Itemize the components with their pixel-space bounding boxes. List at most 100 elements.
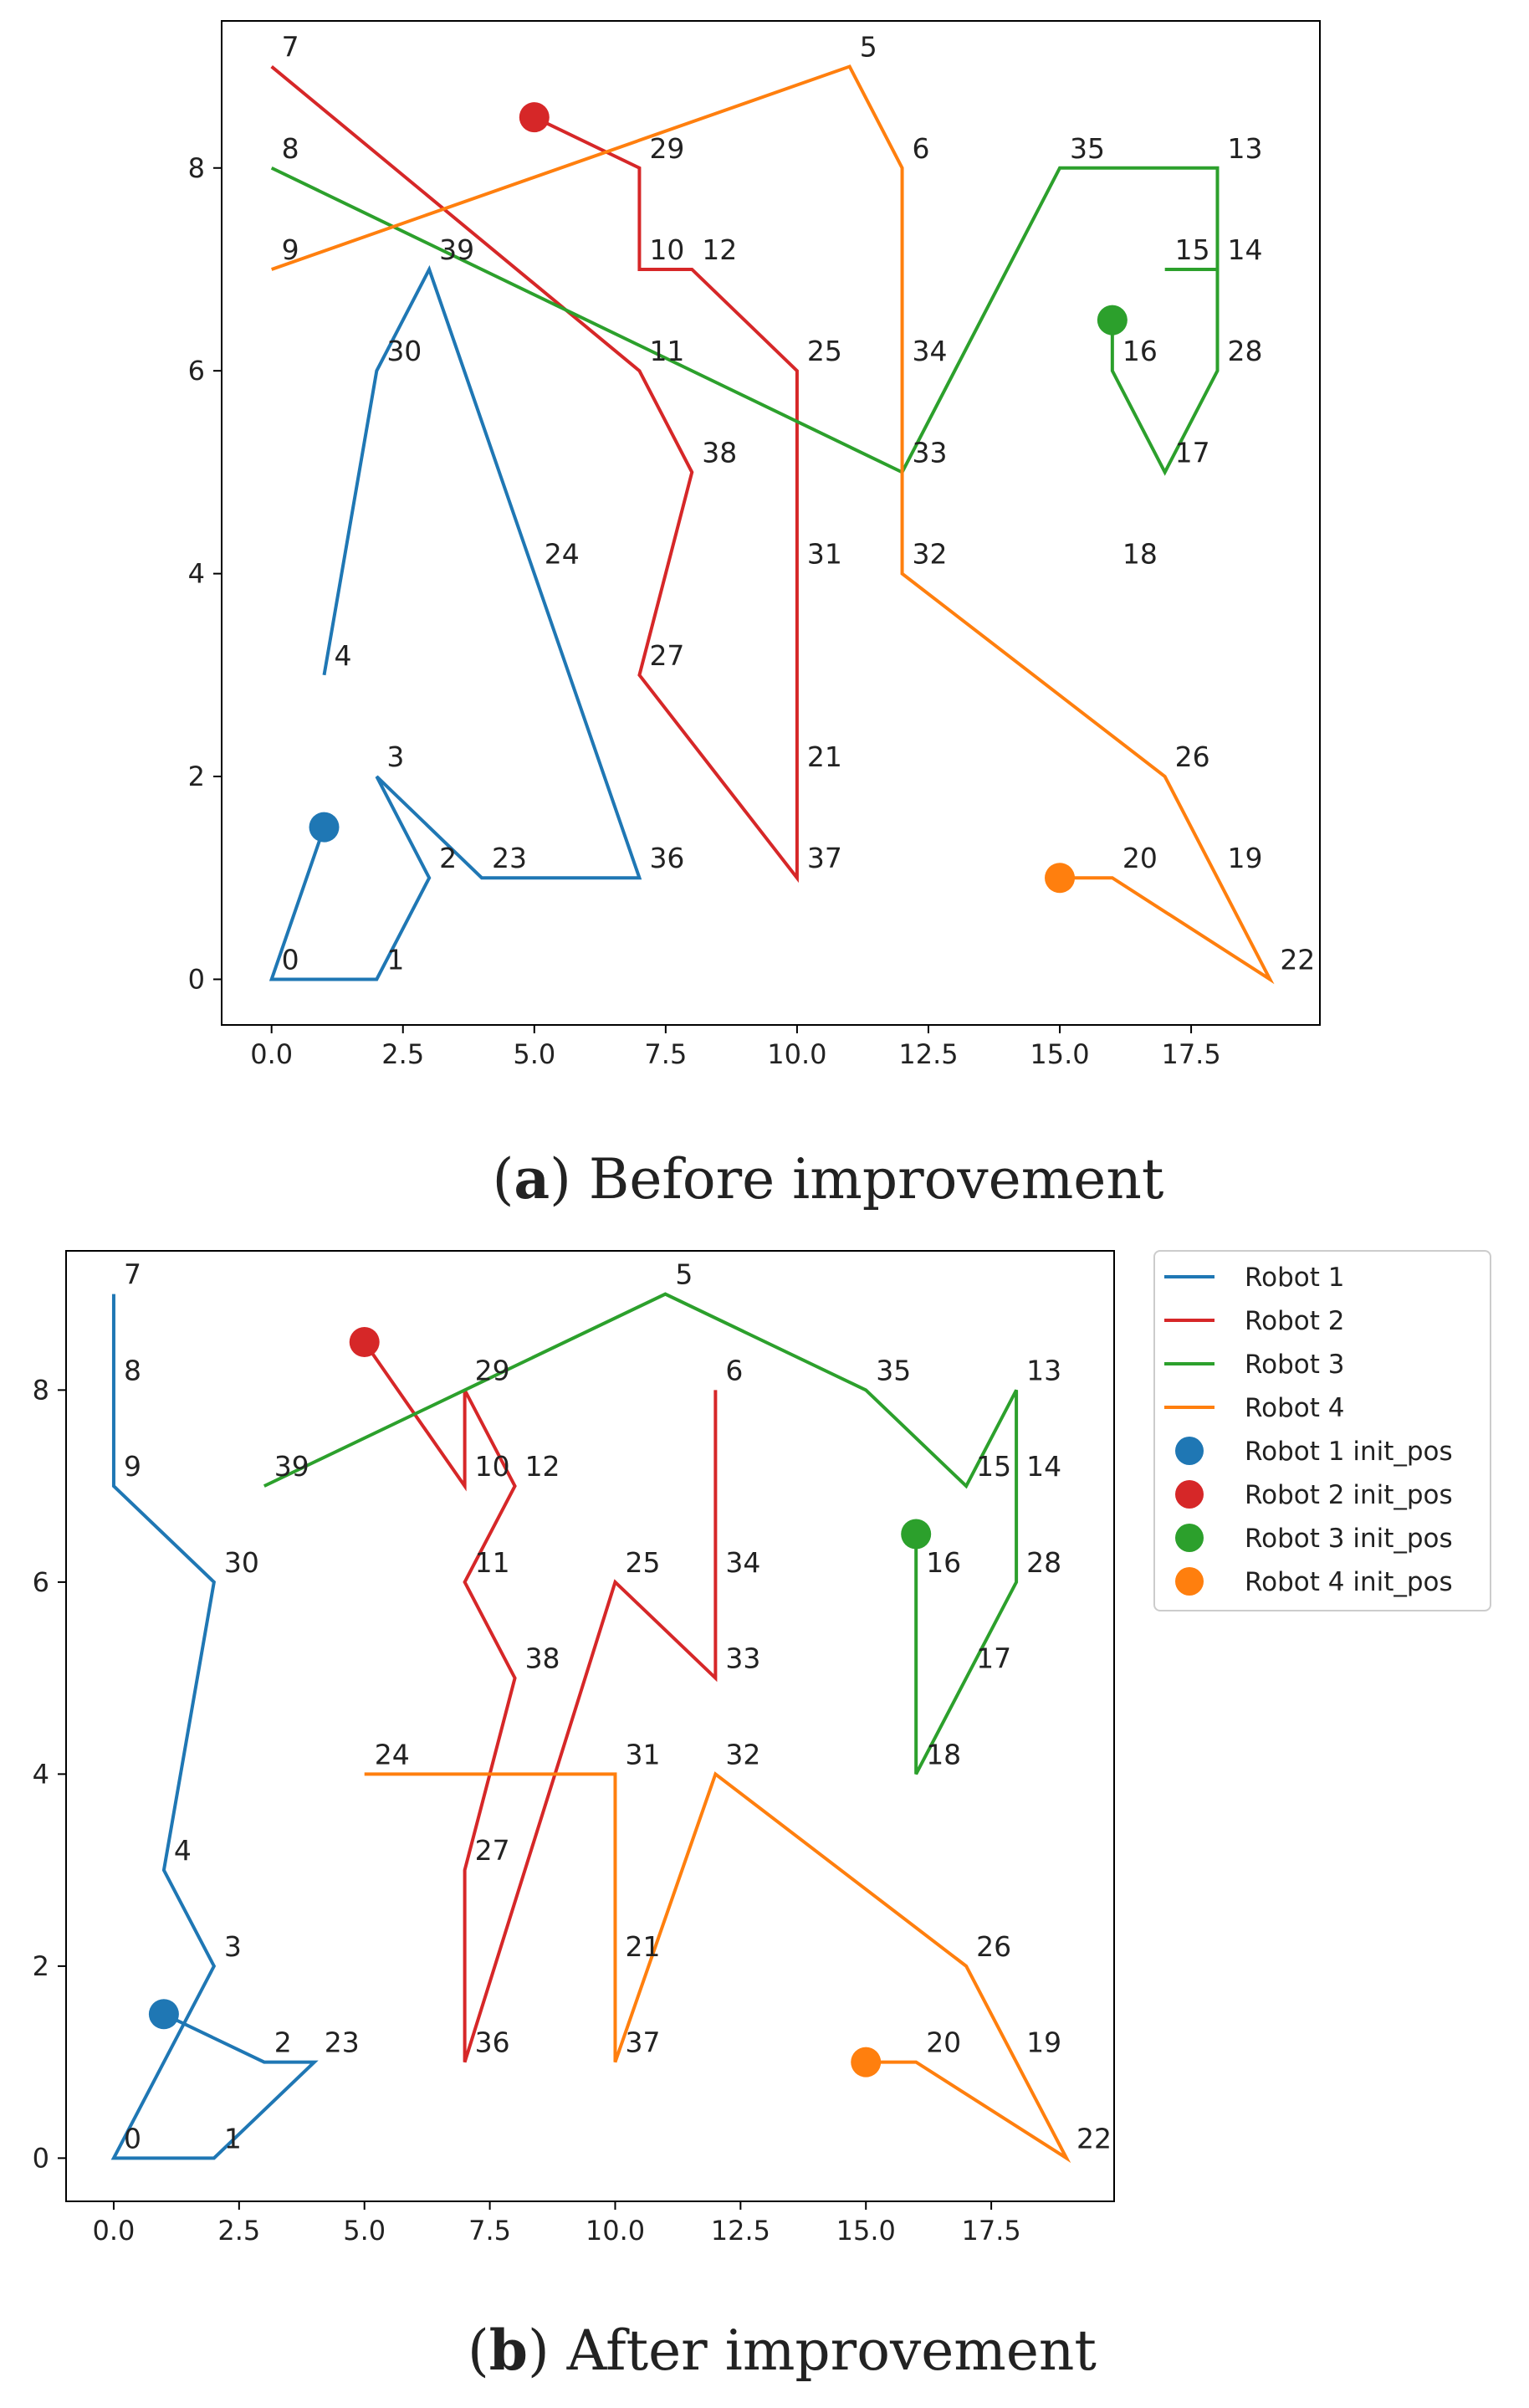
init-pos-marker-robot-3-b: [901, 1519, 932, 1550]
x-tick-label-a: 7.5: [644, 1038, 687, 1070]
x-tick-label-b: 0.0: [93, 2215, 136, 2247]
legend-entry-label: Robot 1 init_pos: [1245, 1437, 1453, 1467]
node-label-14-b: 14: [1026, 1450, 1061, 1483]
node-label-19-b: 19: [1026, 2026, 1061, 2059]
node-label-36-b: 36: [475, 2026, 510, 2059]
node-label-37-b: 37: [625, 2026, 660, 2059]
node-label-20-a: 20: [1122, 842, 1158, 874]
node-label-27-a: 27: [649, 639, 684, 672]
node-label-14-a: 14: [1227, 233, 1262, 266]
node-label-29-a: 29: [649, 132, 684, 165]
caption-a: (a) Before improvement: [493, 1146, 1164, 1212]
node-label-13-b: 13: [1026, 1354, 1061, 1386]
caption-b: (b) After improvement: [468, 2318, 1097, 2383]
node-label-31-a: 31: [807, 538, 842, 571]
node-label-16-a: 16: [1122, 335, 1158, 367]
x-tick-label-b: 17.5: [961, 2215, 1020, 2247]
route-robot-4-a: [271, 64, 1275, 985]
legend-entry-label: Robot 3: [1245, 1350, 1345, 1380]
node-label-8-a: 8: [282, 132, 299, 165]
y-tick-label-a: 4: [188, 558, 205, 590]
node-label-7-b: 7: [124, 1258, 141, 1291]
init-pos-marker-robot-2-b: [349, 1327, 380, 1358]
init-pos-marker-robot-2-a: [519, 102, 550, 133]
node-label-16-b: 16: [926, 1546, 961, 1579]
route-robot-2-b: [363, 1340, 718, 2063]
y-tick-label-b: 8: [33, 1374, 49, 1406]
caption-b-letter: b: [489, 2318, 528, 2383]
node-label-24-b: 24: [375, 1738, 410, 1770]
node-label-34-a: 34: [913, 335, 948, 367]
node-label-21-b: 21: [625, 1930, 660, 1963]
node-label-18-a: 18: [1122, 538, 1158, 571]
route-robot-1-b: [110, 1294, 319, 2160]
node-label-10-b: 10: [475, 1450, 510, 1483]
node-label-35-a: 35: [1070, 132, 1105, 165]
node-label-10-a: 10: [649, 233, 684, 266]
node-label-25-a: 25: [807, 335, 842, 367]
init-pos-marker-robot-4-b: [851, 2047, 882, 2078]
init-pos-marker-robot-1-b: [148, 1999, 179, 2030]
caption-b-text: After improvement: [566, 2318, 1097, 2383]
y-tick-label-b: 2: [33, 1950, 49, 1982]
node-label-4-b: 4: [174, 1834, 192, 1867]
node-label-39-b: 39: [274, 1450, 309, 1483]
node-label-23-b: 23: [325, 2026, 360, 2059]
plot-frame-b: [65, 1250, 1115, 2202]
node-label-22-b: 22: [1076, 2122, 1112, 2154]
node-label-26-a: 26: [1175, 740, 1210, 773]
x-tick-label-a: 2.5: [381, 1038, 424, 1070]
node-label-38-b: 38: [525, 1642, 560, 1675]
x-tick-label-b: 10.0: [586, 2215, 645, 2247]
y-tick-label-b: 6: [33, 1566, 49, 1598]
node-label-35-b: 35: [876, 1354, 911, 1386]
y-tick-label-a: 6: [188, 355, 205, 387]
route-robot-2-a: [270, 65, 799, 884]
node-label-17-b: 17: [976, 1642, 1011, 1675]
route-robot-3-b: [263, 1292, 1019, 1775]
legend-swatch-marker: [1175, 1437, 1204, 1465]
node-label-29-b: 29: [475, 1354, 510, 1386]
y-tick-label-b: 4: [33, 1758, 49, 1790]
node-label-18-b: 18: [926, 1738, 961, 1770]
node-label-3-b: 3: [224, 1930, 242, 1963]
node-label-26-b: 26: [976, 1930, 1011, 1963]
node-label-8-b: 8: [124, 1354, 141, 1386]
x-tick-label-a: 17.5: [1161, 1038, 1220, 1070]
node-label-36-a: 36: [649, 842, 684, 874]
y-tick-label-a: 0: [188, 963, 205, 995]
node-label-7-a: 7: [282, 31, 299, 64]
node-label-11-b: 11: [475, 1546, 510, 1579]
caption-a-letter: a: [514, 1146, 550, 1212]
x-tick-label-a: 5.0: [513, 1038, 555, 1070]
node-label-1-a: 1: [386, 943, 404, 976]
x-tick-label-b: 5.0: [343, 2215, 386, 2247]
node-label-12-b: 12: [525, 1450, 560, 1483]
x-tick-label-a: 10.0: [767, 1038, 826, 1070]
node-label-38-a: 38: [702, 436, 737, 469]
init-pos-marker-robot-3-a: [1097, 305, 1128, 336]
caption-a-text: Before improvement: [589, 1147, 1164, 1212]
legend-entry-label: Robot 4: [1245, 1393, 1345, 1423]
node-label-34-b: 34: [725, 1546, 760, 1579]
node-label-17-a: 17: [1175, 436, 1210, 469]
x-tick-label-b: 15.0: [836, 2215, 896, 2247]
legend-entry-label: Robot 2 init_pos: [1245, 1480, 1453, 1510]
node-label-30-a: 30: [386, 335, 422, 367]
node-label-21-a: 21: [807, 740, 842, 773]
node-label-6-a: 6: [913, 132, 930, 165]
node-label-5-a: 5: [860, 31, 877, 64]
node-label-0-a: 0: [282, 943, 299, 976]
x-tick-label-b: 7.5: [468, 2215, 511, 2247]
x-tick-label-b: 12.5: [711, 2215, 770, 2247]
legend-swatch-marker: [1175, 1524, 1204, 1552]
node-label-28-a: 28: [1227, 335, 1262, 367]
node-label-25-b: 25: [625, 1546, 660, 1579]
legend: Robot 1 Robot 2 Robot 3 Robot 4 Robot 1 init…: [1153, 1250, 1491, 1611]
route-robot-4-b: [364, 1771, 1071, 2164]
node-label-19-a: 19: [1227, 842, 1262, 874]
legend-swatch-marker: [1175, 1480, 1204, 1509]
x-tick-label-a: 12.5: [898, 1038, 958, 1070]
